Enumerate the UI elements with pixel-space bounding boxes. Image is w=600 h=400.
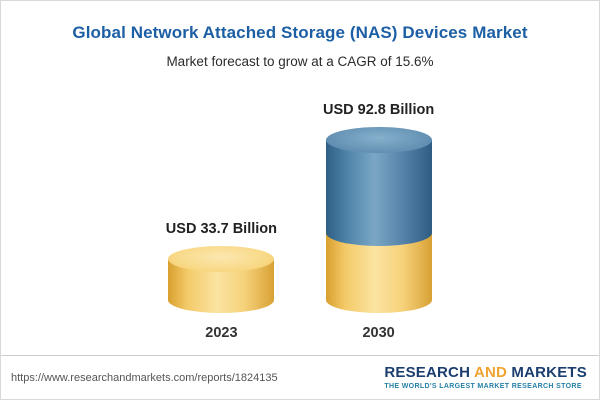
logo-word-and: AND: [473, 364, 508, 382]
bar-group-2030: USD 92.8 Billion 2030: [323, 102, 434, 341]
axis-label-2023: 2023: [205, 325, 238, 341]
axis-label-2030: 2030: [362, 325, 395, 341]
brand-logo-tagline: THE WORLD'S LARGEST MARKET RESEARCH STOR…: [384, 382, 582, 390]
brand-logo: RESEARCH AND MARKETS THE WORLD'S LARGEST…: [384, 365, 587, 390]
cylinder-2030-blue-body: [325, 140, 432, 246]
chart-title: Global Network Attached Storage (NAS) De…: [72, 23, 528, 42]
cylinder-2030-top-face: [325, 127, 432, 154]
chart-subtitle: Market forecast to grow at a CAGR of 15.…: [166, 54, 434, 69]
footer: https://www.researchandmarkets.com/repor…: [1, 355, 599, 399]
brand-logo-wordmark: RESEARCH AND MARKETS: [384, 365, 587, 381]
value-label-2030: USD 92.8 Billion: [323, 102, 435, 119]
value-label-2023: USD 33.7 Billion: [165, 220, 277, 237]
cylinder-2030-blue-segment: [325, 127, 432, 246]
chart-header: Global Network Attached Storage (NAS) De…: [1, 1, 599, 69]
logo-word-markets: MARKETS: [511, 364, 587, 382]
bar-group-2023: USD 33.7 Billion 2023: [166, 221, 277, 341]
cylinder-2023: [168, 245, 275, 313]
logo-word-research: RESEARCH: [384, 364, 471, 382]
cylinder-2030: [325, 127, 432, 313]
chart-area: USD 33.7 Billion 2023 USD 92.8 Billion 2…: [1, 69, 599, 355]
cylinder-2023-top-face: [168, 245, 275, 272]
source-url: https://www.researchandmarkets.com/repor…: [11, 371, 278, 384]
